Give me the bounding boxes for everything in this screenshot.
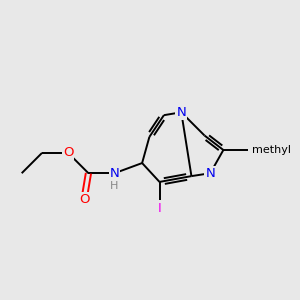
Text: N: N	[206, 167, 215, 180]
Text: N: N	[110, 167, 119, 180]
Text: O: O	[63, 146, 74, 159]
Text: N: N	[176, 106, 186, 119]
Text: O: O	[79, 193, 89, 206]
Text: I: I	[158, 202, 161, 214]
Text: H: H	[110, 181, 118, 191]
Text: methyl: methyl	[252, 145, 291, 155]
